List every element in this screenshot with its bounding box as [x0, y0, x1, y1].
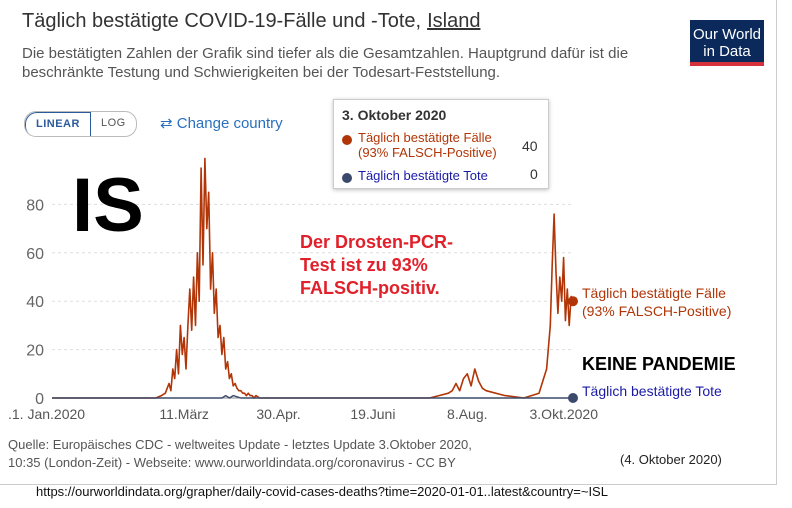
x-tick-label: 8.Aug. — [447, 406, 487, 422]
country-link[interactable]: Island — [427, 10, 481, 32]
pcr-annotation: Der Drosten-PCR- Test ist zu 93% FALSCH-… — [300, 231, 520, 300]
y-tick-label: 80 — [26, 197, 44, 214]
y-tick-label: 20 — [26, 343, 44, 360]
tooltip-deaths-value: 0 — [530, 166, 538, 182]
hover-tooltip: 3. Oktober 2020 Täglich bestätigte Fälle… — [333, 99, 549, 189]
logo-line-2: in Data — [703, 43, 751, 60]
tooltip-row-deaths: Täglich bestätigte Tote — [342, 168, 488, 183]
tooltip-cases-label-2: (93% FALSCH-Positive) — [358, 145, 497, 160]
retrieved-date: (4. Oktober 2020) — [620, 452, 722, 467]
x-tick-label: 19.Juni — [350, 406, 395, 422]
change-country-label: Change country — [176, 115, 283, 132]
source-note: Quelle: Europäisches CDC - weltweites Up… — [8, 436, 568, 472]
linear-scale-button[interactable]: LINEAR — [25, 112, 91, 136]
tooltip-cases-label-1: Täglich bestätigte Fälle — [358, 130, 492, 145]
y-tick-label: 40 — [26, 294, 44, 311]
series-label-cases-1: Täglich bestätigte Fälle — [582, 285, 726, 301]
series-label-cases-2: (93% FALSCH-Positive) — [582, 303, 732, 319]
tooltip-row-cases: Täglich bestätigte Fälle (93% FALSCH-Pos… — [342, 130, 497, 160]
deaths-dot-icon — [342, 173, 352, 183]
deaths-series-line — [52, 394, 573, 399]
annotation-line-2: Test ist zu 93% — [300, 255, 428, 275]
cases-end-point — [568, 296, 578, 307]
chart-title: Täglich bestätigte COVID-19-Fälle und -T… — [22, 10, 480, 33]
x-tick-label: 3.Okt.2020 — [530, 406, 599, 422]
logo-line-1: Our World — [692, 26, 762, 43]
source-line-1: Quelle: Europäisches CDC - weltweites Up… — [8, 437, 472, 452]
title-text: Täglich bestätigte COVID-19-Fälle und -T… — [22, 10, 422, 32]
series-label-cases: Täglich bestätigte Fälle (93% FALSCH-Pos… — [582, 284, 731, 320]
annotation-line-1: Der Drosten-PCR- — [300, 232, 454, 252]
cases-dot-icon — [342, 135, 352, 145]
log-scale-button[interactable]: LOG — [100, 117, 126, 129]
scale-toggle: LINEAR LOG — [24, 111, 137, 137]
deaths-end-point — [568, 393, 578, 403]
tooltip-deaths-label: Täglich bestätigte Tote — [358, 168, 488, 183]
y-tick-label: 60 — [26, 246, 44, 263]
tooltip-cases-value: 40 — [522, 138, 538, 154]
series-label-deaths: Täglich bestätigte Tote — [582, 383, 722, 399]
swap-arrows-icon: ⇄ — [160, 115, 173, 132]
x-tick-label: .1. Jan.2020 — [8, 406, 85, 422]
source-url[interactable]: https://ourworldindata.org/grapher/daily… — [36, 484, 608, 499]
y-tick-label: 0 — [35, 391, 44, 408]
country-code-overlay: IS — [72, 163, 144, 248]
x-tick-label: 11.März — [159, 406, 209, 422]
x-tick-label: 30.Apr. — [256, 406, 300, 422]
owid-logo[interactable]: Our World in Data — [690, 20, 764, 66]
tooltip-date: 3. Oktober 2020 — [342, 107, 447, 123]
keine-pandemie-overlay: KEINE PANDEMIE — [582, 354, 736, 374]
chart-frame — [0, 0, 777, 485]
chart-subtitle: Die bestätigten Zahlen der Grafik sind t… — [22, 45, 629, 81]
change-country-button[interactable]: ⇄ Change country — [160, 114, 283, 132]
source-line-2: 10:35 (London-Zeit) - Webseite: www.ourw… — [8, 455, 456, 470]
annotation-line-3: FALSCH-positiv. — [300, 278, 440, 298]
